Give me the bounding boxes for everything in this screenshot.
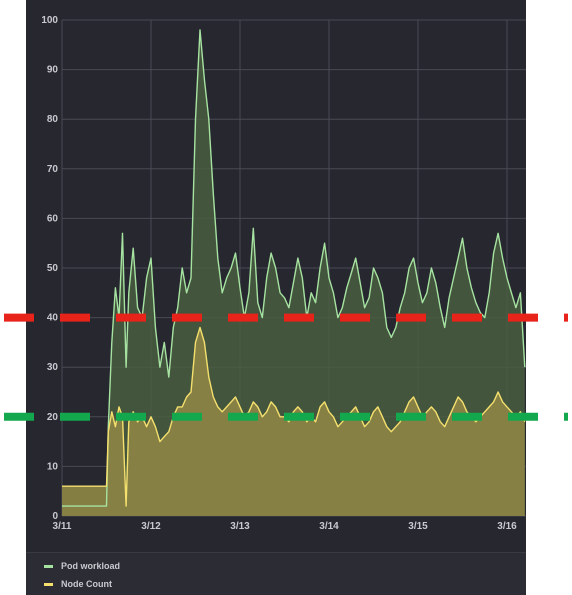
series-line-node-count	[62, 326, 526, 507]
x-tick-label: 3/15	[408, 521, 428, 532]
x-tick-label: 3/16	[497, 521, 517, 532]
y-tick-label: 60	[47, 213, 59, 224]
y-tick-label: 50	[47, 263, 59, 274]
legend-item-node-count[interactable]: Node Count	[44, 575, 112, 593]
series-area-node-count	[62, 327, 525, 516]
y-tick-label: 20	[47, 412, 59, 423]
y-tick-label: 30	[47, 362, 59, 373]
y-tick-label: 0	[52, 511, 58, 522]
y-tick-label: 40	[47, 313, 59, 324]
x-tick-label: 3/11	[53, 521, 72, 532]
y-axis-ticks: 0 10 20 30 40 50 60 70 80 90 100	[41, 15, 58, 522]
y-tick-label: 90	[47, 65, 59, 76]
threshold-lines	[4, 313, 568, 421]
legend-label-pod-workload: Pod workload	[61, 561, 121, 571]
x-tick-label: 3/13	[230, 521, 250, 532]
y-tick-label: 10	[47, 461, 59, 472]
legend-label-node-count: Node Count	[61, 579, 112, 589]
x-tick-label: 3/14	[319, 521, 339, 532]
x-tick-label: 3/12	[141, 521, 161, 532]
series-area-pod-workload	[62, 29, 525, 517]
y-tick-label: 100	[41, 15, 58, 26]
x-axis-ticks: 3/11 3/12 3/13 3/14 3/15 3/16	[53, 521, 518, 532]
legend-item-pod-workload[interactable]: Pod workload	[44, 557, 120, 575]
legend-swatch-pod-workload	[44, 564, 53, 568]
legend-swatch-node-count	[44, 582, 53, 586]
series-areas	[62, 29, 525, 517]
legend: Pod workload Node Count	[26, 552, 526, 595]
y-tick-label: 70	[47, 164, 59, 175]
y-tick-label: 80	[47, 114, 59, 125]
